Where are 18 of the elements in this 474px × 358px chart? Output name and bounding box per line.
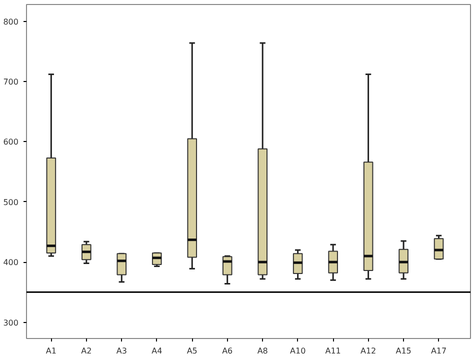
x-tick-label: A5 [186, 346, 198, 356]
x-tick-label: A17 [430, 346, 447, 356]
x-tick-label: A6 [222, 346, 233, 356]
y-tick-label: 800 [3, 17, 19, 26]
x-tick-label: A12 [360, 346, 376, 356]
x-tick-label: A4 [152, 346, 162, 356]
y-tick-label: 300 [3, 318, 19, 328]
x-tick-label: A15 [396, 346, 412, 356]
y-tick-label: 400 [3, 258, 19, 268]
x-tick-label: A8 [257, 346, 268, 356]
x-tick-label: A2 [81, 346, 92, 356]
x-tick-label: A1 [46, 346, 56, 356]
x-tick-label: A10 [290, 346, 306, 356]
x-tick-label: A11 [325, 346, 341, 356]
y-tick-label: 700 [3, 78, 19, 87]
y-tick-label: 500 [3, 198, 19, 207]
x-tick-label: A3 [116, 346, 127, 356]
y-tick-label: 600 [3, 138, 19, 147]
